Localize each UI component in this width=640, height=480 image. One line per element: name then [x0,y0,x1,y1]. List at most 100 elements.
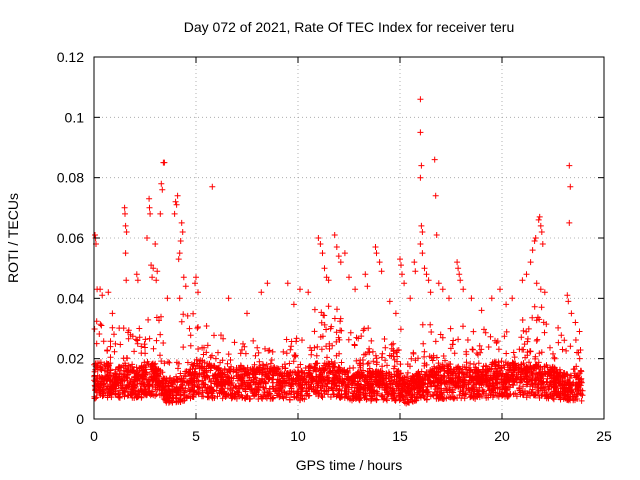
data-point [133,271,140,278]
data-point [326,370,333,377]
data-point [106,372,113,379]
data-point [508,369,515,376]
data-point [576,328,583,335]
data-point [221,381,228,388]
data-point [437,372,444,379]
data-point [283,336,290,343]
data-point [297,286,303,293]
data-point [157,331,164,338]
data-point [269,371,276,378]
data-point [337,259,344,266]
data-point [199,357,206,364]
data-point [341,250,348,257]
data-point [317,334,324,340]
data-point [292,352,299,359]
data-point [494,338,501,345]
data-point [159,381,166,387]
data-point [160,396,167,402]
data-point [262,345,268,352]
data-point [388,345,395,352]
data-point [541,363,548,370]
data-point [209,372,216,379]
data-point [361,377,368,384]
data-point [479,388,486,395]
data-point [438,363,444,370]
data-point [487,333,494,340]
data-point [491,384,498,391]
data-point [184,312,191,319]
data-point [155,382,162,389]
data-point [141,359,148,366]
y-tick-label: 0.12 [57,49,84,65]
data-point [427,289,434,296]
data-point [219,357,226,364]
data-point [412,268,419,275]
data-point [555,339,562,346]
data-point [509,376,516,383]
data-point [235,391,242,398]
data-point [388,373,395,380]
data-point [578,397,585,404]
data-point [125,382,132,388]
data-point [374,359,380,366]
data-point [206,360,213,367]
data-point [333,385,340,392]
data-point [525,325,532,332]
data-point [93,340,100,347]
data-point [264,365,271,372]
y-tick-label: 0.06 [57,230,84,246]
data-point [345,336,352,343]
data-point [417,96,424,103]
data-point [567,183,574,190]
data-point [233,369,240,376]
data-point [134,393,141,400]
data-point [418,368,425,375]
data-point [192,280,198,287]
data-point [454,379,461,386]
data-point [524,335,531,342]
data-point [153,314,160,321]
data-point [535,391,542,397]
data-point [534,336,541,343]
data-point [419,321,426,328]
data-point [516,384,523,391]
data-point [251,361,258,368]
data-point [149,274,156,281]
data-point [353,334,360,341]
data-point [144,391,151,398]
data-point [235,385,242,392]
data-point [128,376,135,383]
data-point [506,392,512,399]
data-point [418,392,425,399]
data-point [483,379,490,385]
y-tick-label: 0.1 [65,109,85,125]
data-point [191,375,198,382]
data-point [173,391,180,398]
data-point [188,361,195,368]
data-point [390,386,397,392]
data-point [290,358,297,365]
data-point [425,277,432,284]
data-point [456,365,463,372]
data-point [373,397,380,404]
data-point [339,393,346,400]
data-point [395,383,402,390]
data-point [288,385,295,392]
data-point [386,352,393,359]
data-point [444,367,451,374]
data-point [337,327,344,334]
data-point [239,375,246,382]
data-point [379,350,386,357]
data-point [397,326,404,333]
data-point [518,334,525,341]
data-point [327,394,334,400]
data-point [532,235,539,241]
data-point [416,371,423,378]
data-point [291,394,297,401]
data-point [432,386,439,393]
data-point [275,387,281,394]
data-point [536,366,543,373]
data-point [216,390,223,397]
data-point [559,378,566,384]
data-point [526,359,532,366]
